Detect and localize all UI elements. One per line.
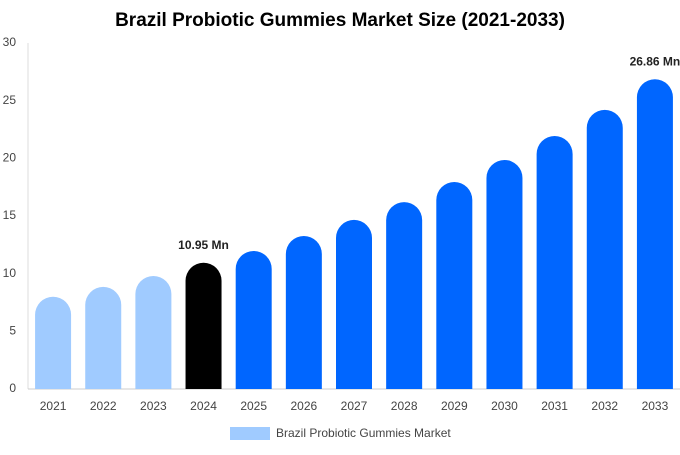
y-tick-label: 10 — [3, 266, 17, 280]
bar — [285, 235, 322, 389]
y-tick-label: 15 — [3, 208, 17, 222]
x-tick-label: 2022 — [90, 399, 117, 413]
bar — [436, 181, 473, 389]
y-tick-label: 20 — [3, 151, 17, 165]
bar — [336, 219, 372, 389]
bar — [185, 262, 222, 389]
data-label: 10.95 Mn — [178, 238, 229, 252]
bar — [35, 296, 72, 389]
bar — [235, 250, 272, 389]
x-tick-label: 2026 — [290, 399, 317, 413]
legend-label: Brazil Probiotic Gummies Market — [276, 426, 451, 440]
x-tick-label: 2031 — [541, 399, 568, 413]
bar — [636, 79, 673, 390]
y-tick-label: 25 — [3, 93, 17, 107]
x-tick-label: 2028 — [391, 399, 418, 413]
x-tick-label: 2032 — [591, 399, 618, 413]
bar — [135, 275, 172, 389]
y-tick-label: 30 — [3, 35, 17, 49]
legend-swatch — [230, 427, 270, 440]
x-tick-label: 2029 — [441, 399, 468, 413]
x-tick-label: 2025 — [240, 399, 267, 413]
data-label: 26.86 Mn — [630, 54, 680, 68]
y-tick-label: 0 — [9, 381, 16, 395]
x-tick-label: 2024 — [190, 399, 217, 413]
bar — [586, 109, 623, 389]
bar — [386, 202, 423, 389]
y-tick-label: 5 — [9, 324, 16, 338]
bar — [85, 286, 122, 389]
x-tick-label: 2023 — [140, 399, 167, 413]
x-tick-label: 2021 — [40, 399, 67, 413]
x-tick-label: 2027 — [341, 399, 368, 413]
chart-title: Brazil Probiotic Gummies Market Size (20… — [115, 10, 565, 31]
x-tick-label: 2030 — [491, 399, 518, 413]
bar — [536, 135, 573, 389]
x-tick-label: 2033 — [642, 399, 669, 413]
bar — [486, 159, 523, 389]
